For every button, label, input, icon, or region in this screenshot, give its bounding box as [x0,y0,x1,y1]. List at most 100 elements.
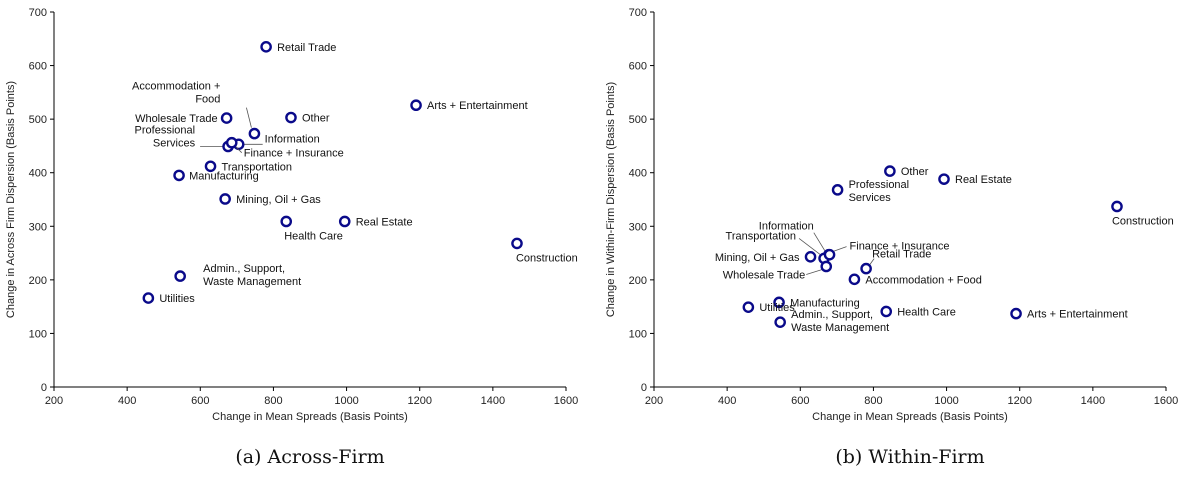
y-tick-label: 600 [29,61,47,73]
data-point [410,99,422,112]
data-point-label: Transportation [222,161,293,173]
x-tick-label: 600 [791,395,809,407]
data-point-label: Real Estate [356,216,413,228]
data-point-label: Other [302,113,330,125]
data-point [804,251,817,263]
data-point-label: Finance + Insurance [244,148,344,160]
y-tick-label: 300 [629,221,647,233]
chart-panel-b: 0 100 200 300 400 500 600 700 200 400 600 800 1000 12… [605,7,1178,468]
data-point-label: Manufacturing [790,297,860,309]
data-point-label: Finance + Insurance [850,241,950,253]
label-leader-line [246,107,252,128]
data-point-label: Accommodation + Food [132,81,220,106]
y-tick-label: 100 [629,328,647,340]
data-point [1111,200,1123,213]
data-point-label: Information [265,133,320,145]
x-tick-label: 800 [264,395,282,407]
data-point-label: Wholesale Trade [723,269,806,281]
y-tick-label: 200 [29,275,47,287]
data-point [1010,307,1022,320]
x-tick-label: 400 [118,395,136,407]
data-point-label: Utilities [159,293,195,305]
data-point [848,273,861,286]
figure-caption: (a) Across-Firm [235,446,384,468]
data-point [280,215,293,228]
data-point [248,127,261,140]
x-tick-label: 400 [718,395,736,407]
data-point-label: Professional Services [849,179,910,204]
y-tick-label: 300 [29,221,47,233]
data-point [225,136,238,149]
data-point-label: Transportation [726,230,797,242]
x-tick-label: 1600 [554,395,578,407]
x-tick-label: 800 [864,395,882,407]
data-point [174,270,186,282]
data-point-label: Utilities [759,302,795,314]
x-tick-label: 200 [45,395,63,407]
data-point-label: Real Estate [955,174,1012,186]
y-tick-label: 200 [629,275,647,287]
data-point-label: Mining, Oil + Gas [715,252,800,264]
x-tick-label: 1000 [934,395,958,407]
data-point-label: Construction [1112,215,1174,227]
chart-panel-a: 0 100 200 300 400 500 600 700 200 400 600 800 1000 12… [5,7,578,468]
data-point [880,305,893,318]
data-point [773,296,785,309]
x-tick-label: 1400 [481,395,505,407]
label-leader-line [798,238,821,255]
x-tick-label: 200 [645,395,663,407]
x-tick-label: 1000 [334,395,358,407]
x-tick-label: 600 [191,395,209,407]
y-axis-label: Change in Across Firm Dispersion (Basis … [5,81,17,318]
data-point [511,237,523,250]
data-point [938,173,950,185]
data-point [831,184,844,196]
y-tick-label: 600 [629,61,647,73]
data-point [173,169,185,182]
x-tick-label: 1600 [1154,395,1178,407]
x-tick-label: 1200 [407,395,431,407]
data-point-label: Health Care [897,306,956,318]
data-point [285,111,297,124]
data-point-label: Mining, Oil + Gas [236,194,321,206]
data-point [774,316,786,328]
data-point-label: Health Care [284,230,343,242]
figure-caption: (b) Within-Firm [835,446,984,468]
data-point-label: Arts + Entertainment [1027,309,1128,321]
data-point-label: Manufacturing [189,170,259,182]
data-point-label: Wholesale Trade [135,113,218,125]
label-leader-line [813,232,826,251]
data-point [204,160,217,173]
x-axis-label: Change in Mean Spreads (Basis Points) [212,411,408,423]
data-point-label: Admin., Support, Waste Management [791,309,889,334]
data-point-label: Admin., Support, Waste Management [203,263,301,288]
label-leader-line [832,246,847,253]
y-tick-label: 400 [629,168,647,180]
data-point [338,215,351,228]
data-point-label: Professional Services [135,124,196,149]
data-point [860,262,872,275]
data-point-label: Accommodation + Food [865,274,981,286]
data-point [219,193,231,205]
data-point [260,41,272,53]
label-leader-line [806,269,823,275]
y-tick-label: 700 [629,7,647,19]
y-tick-label: 400 [29,168,47,180]
data-point [820,260,833,273]
y-tick-label: 700 [29,7,47,19]
data-point-label: Arts + Entertainment [427,100,528,112]
x-tick-label: 1200 [1007,395,1031,407]
data-point [220,112,233,124]
data-point-label: Retail Trade [872,249,931,261]
data-point [823,248,836,261]
label-leader-line [234,145,243,153]
x-tick-label: 1400 [1081,395,1105,407]
y-tick-label: 500 [629,114,647,126]
y-tick-label: 0 [641,382,647,394]
x-axis-label: Change in Mean Spreads (Basis Points) [812,411,1008,423]
data-point-label: Construction [516,252,578,264]
data-point [884,165,896,177]
data-point-label: Retail Trade [277,42,336,54]
y-axis-label: Change in Within-Firm Dispersion (Basis … [605,82,617,317]
